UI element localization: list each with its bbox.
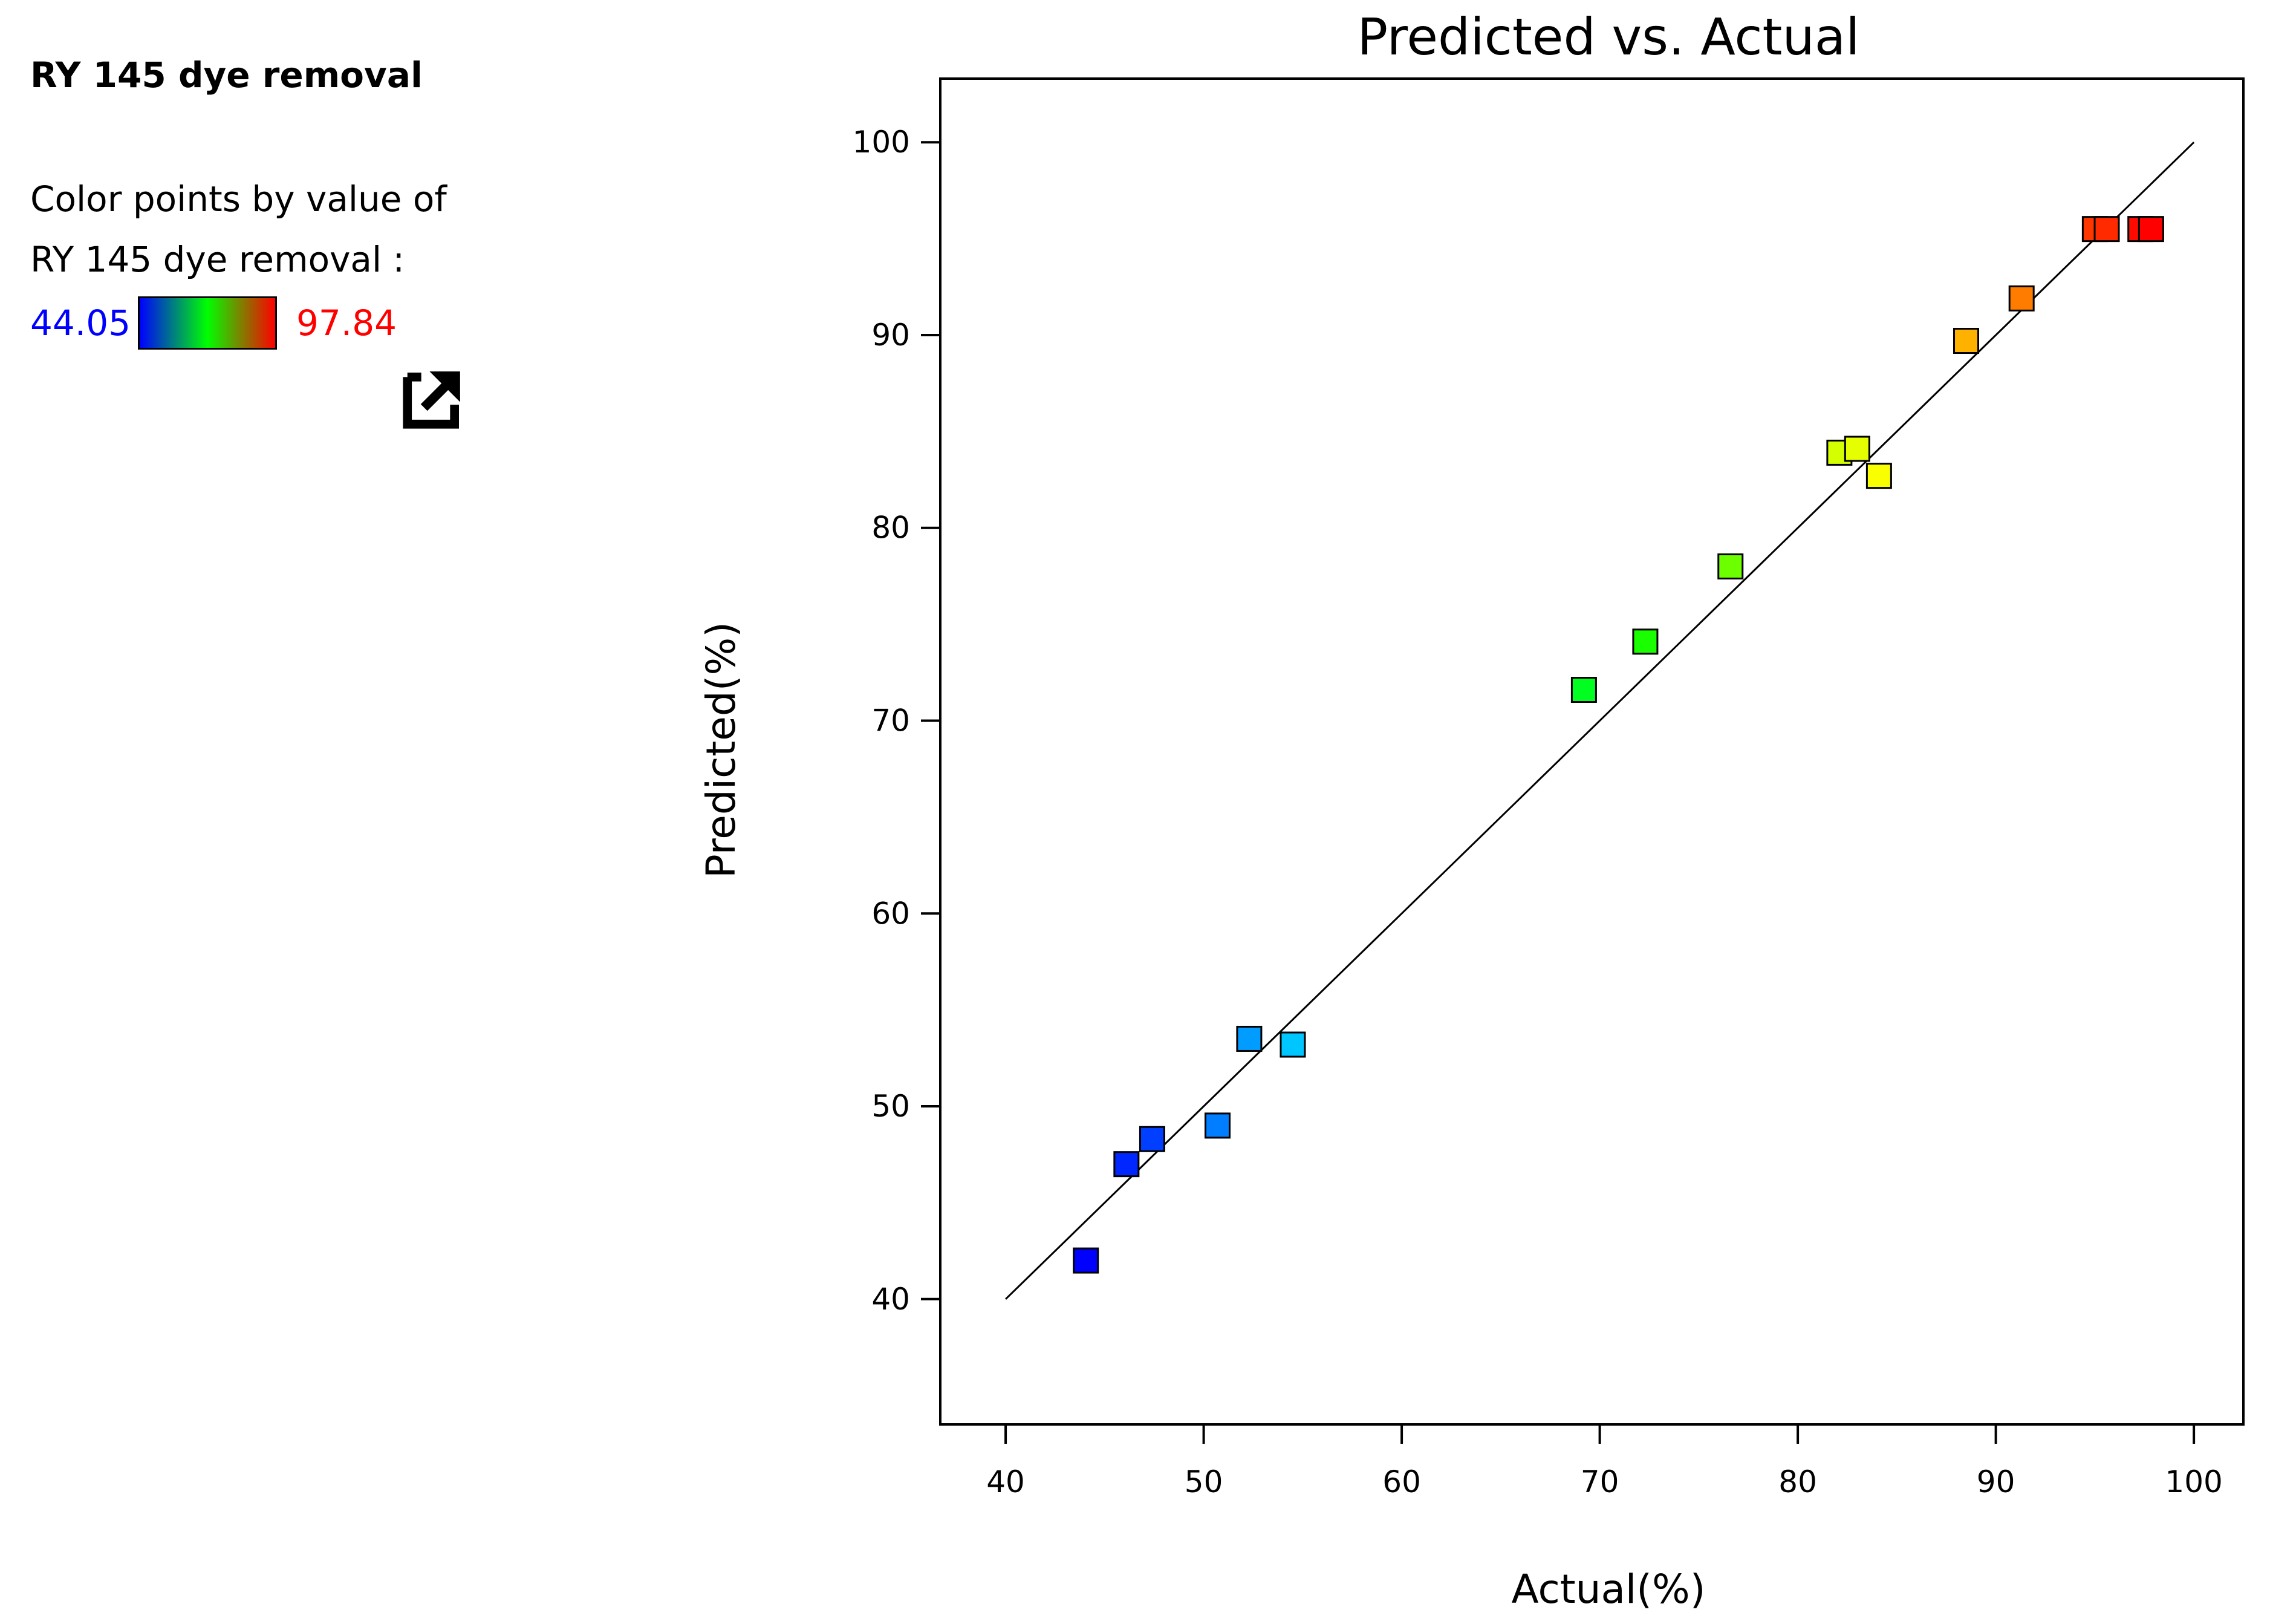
data-point [1073, 1247, 1099, 1274]
x-tick-label: 40 [986, 1464, 1025, 1499]
data-point [1205, 1112, 1231, 1139]
data-point [1236, 1025, 1263, 1052]
y-tick-label: 80 [871, 510, 910, 546]
data-point [1632, 628, 1659, 655]
x-axis-label: Actual(%) [1512, 1566, 1706, 1613]
data-point [1953, 328, 1979, 354]
data-point [1717, 553, 1744, 579]
data-point [2138, 216, 2164, 243]
data-point [1113, 1151, 1140, 1178]
reference-line-group [1005, 142, 2195, 1300]
x-tick-label: 90 [1977, 1464, 2015, 1499]
legend-color-gradient-bar [138, 296, 277, 350]
x-tick-label: 60 [1382, 1464, 1421, 1499]
legend-description-line2: RY 145 dye removal : [30, 239, 405, 280]
x-tick-label: 50 [1185, 1464, 1223, 1499]
external-link-icon[interactable] [399, 366, 466, 432]
x-tick-label: 70 [1581, 1464, 1619, 1499]
x-axis: 40 50 60 70 80 90 100 [986, 1424, 2223, 1499]
legend-min-value: 44.05 [30, 302, 131, 344]
legend-description-line1: Color points by value of [30, 178, 447, 220]
plot-area-frame [939, 77, 2245, 1426]
legend-title: RY 145 dye removal [30, 54, 423, 96]
data-point [1280, 1031, 1306, 1058]
y-tick-label: 90 [871, 318, 910, 353]
legend-max-value: 97.84 [296, 302, 397, 344]
data-point [1570, 676, 1597, 703]
data-point [1139, 1126, 1165, 1152]
y-tick-label: 50 [871, 1089, 910, 1124]
data-point [2093, 216, 2120, 243]
reference-line [1005, 142, 2195, 1300]
data-point [2008, 285, 2035, 311]
x-tick-label: 100 [2165, 1464, 2222, 1499]
chart-title: Predicted vs. Actual [1357, 7, 1859, 67]
y-axis: 40 50 60 70 80 90 100 [853, 125, 940, 1317]
x-tick-label: 80 [1778, 1464, 1817, 1499]
y-tick-label: 100 [853, 125, 910, 160]
data-point [1865, 463, 1892, 489]
data-point [1844, 435, 1870, 462]
y-tick-label: 60 [871, 896, 910, 931]
data-points [1073, 216, 2164, 1274]
y-axis-label: Predicted(%) [698, 622, 744, 878]
y-tick-label: 40 [871, 1282, 910, 1317]
y-tick-label: 70 [871, 703, 910, 738]
